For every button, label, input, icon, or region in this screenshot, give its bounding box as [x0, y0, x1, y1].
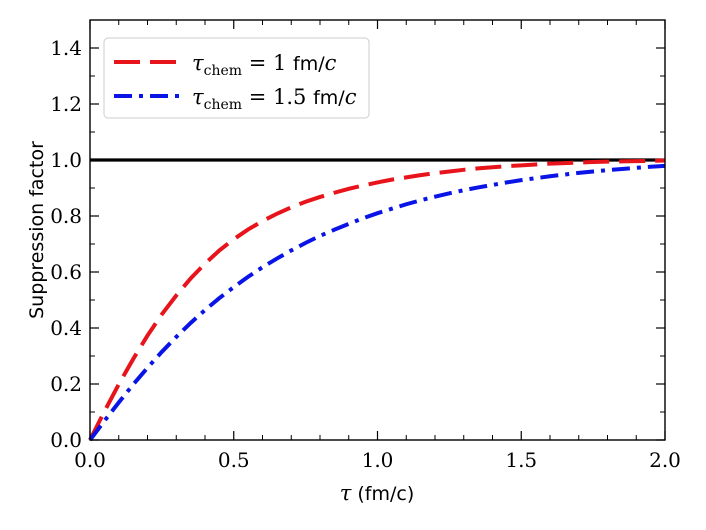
x-tick-label-3: 1.5	[505, 448, 537, 472]
series-group	[88, 158, 666, 442]
legend-entry-1-sub: chem	[204, 97, 242, 113]
legend-entry-1-tau: τ	[192, 85, 204, 109]
y-tick-label-0: 0.0	[50, 428, 82, 452]
x-tick-label-4: 2.0	[649, 448, 681, 472]
legend-entry-0-tau: τ	[192, 51, 204, 75]
x-tick-label-2: 1.0	[362, 448, 394, 472]
x-axis-label-unit: (fm/c)	[357, 483, 414, 505]
legend-entry-0-eq: = 1	[242, 51, 293, 75]
y-tick-label-4: 0.8	[50, 204, 82, 228]
y-tick-label-1: 0.2	[50, 372, 82, 396]
y-tick-label-6: 1.2	[50, 92, 82, 116]
legend-entry-0-sub: chem	[204, 63, 242, 79]
axis-ticks: 0.0 0.5 1.0 1.5 2.0 0.0 0.2 0.4 0.6 0.8 1.0 1.2 1.4	[50, 20, 681, 472]
legend-entry-0-unit: fm/	[293, 53, 325, 75]
plot-frame	[89, 19, 666, 441]
y-tick-label-5: 1.0	[50, 148, 82, 172]
x-axis-label-symbol: τ	[340, 481, 352, 505]
x-tick-label-0: 0.0	[74, 448, 106, 472]
legend-entry-1-c: c	[345, 85, 357, 109]
legend-entry-0: τchem = 1 fm/c	[192, 51, 337, 79]
legend-entry-1-unit: fm/	[313, 87, 345, 109]
y-tick-label-7: 1.4	[50, 36, 82, 60]
legend: τchem = 1 fm/c τchem = 1.5 fm/c	[103, 37, 370, 119]
legend-entry-1: τchem = 1.5 fm/c	[192, 85, 357, 113]
y-tick-label-3: 0.6	[50, 260, 82, 284]
legend-box	[103, 37, 370, 119]
series-line-1	[88, 163, 666, 442]
legend-entry-0-c: c	[325, 51, 337, 75]
y-axis-label: Suppression factor	[26, 141, 48, 319]
series-line-0	[88, 158, 666, 441]
legend-entry-1-eq: = 1.5	[242, 85, 313, 109]
x-axis-label: τ (fm/c)	[340, 481, 415, 505]
x-tick-label-1: 0.5	[218, 448, 250, 472]
y-tick-label-2: 0.4	[50, 316, 82, 340]
